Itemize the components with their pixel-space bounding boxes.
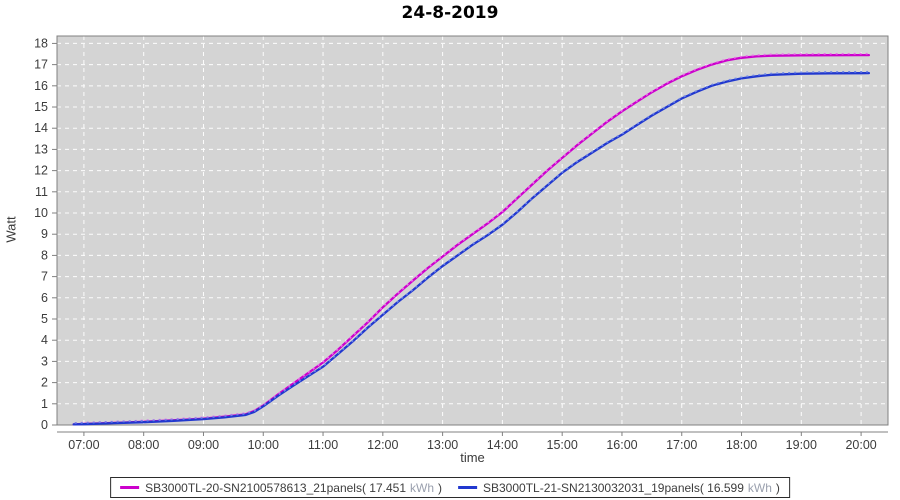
x-tick-label: 08:00 [128,438,159,452]
y-tick-label: 9 [41,227,48,241]
y-tick-label: 3 [41,354,48,368]
x-tick-label: 11:00 [308,438,338,452]
x-tick-label: 18:00 [726,438,757,452]
x-tick-label: 12:00 [367,438,398,452]
y-tick-label: 6 [41,291,48,305]
x-tick-label: 14:00 [487,438,518,452]
x-tick-label: 15:00 [547,438,578,452]
plot-background [57,36,888,425]
y-tick-label: 13 [34,142,48,156]
y-tick-label: 10 [34,206,48,220]
y-tick-label: 5 [41,312,48,326]
y-tick-label: 17 [34,58,48,72]
y-tick-label: 14 [34,121,48,135]
y-tick-label: 16 [34,79,48,93]
plot-border [56,35,889,426]
chart-title: 24-8-2019 [401,3,499,23]
legend-label: SB3000TL-20-SN2100578613_21panels( 17.45… [145,480,442,495]
x-axis-title: time [460,450,485,465]
y-tick-label: 1 [41,397,48,411]
x-tick-label: 20:00 [845,438,876,452]
y-tick-label: 18 [34,36,48,50]
x-tick-label: 10:00 [248,438,279,452]
x-tick-label: 09:00 [188,438,219,452]
x-tick-label: 17:00 [666,438,697,452]
x-tick-label: 07:00 [68,438,99,452]
x-tick-label: 16:00 [606,438,637,452]
legend-item-inverter-21: SB3000TL-21-SN2130032031_19panels( 16.59… [458,481,780,495]
y-tick-label: 15 [34,100,48,114]
y-tick-label: 12 [34,164,48,178]
y-tick-label: 8 [41,248,48,262]
y-tick-label: 11 [35,185,48,199]
legend-item-inverter-20: SB3000TL-20-SN2100578613_21panels( 17.45… [120,481,442,495]
y-tick-label: 2 [41,376,48,390]
y-tick-label: 0 [41,418,48,432]
legend-label: SB3000TL-21-SN2130032031_19panels( 16.59… [483,480,780,495]
y-tick-label: 4 [41,333,48,347]
x-tick-label: 19:00 [786,438,817,452]
y-tick-label: 7 [41,270,48,284]
legend: SB3000TL-20-SN2100578613_21panels( 17.45… [110,477,790,498]
y-axis-title: Watt [3,216,19,243]
legend-line-marker-blue [458,486,477,489]
legend-line-marker-magenta [120,486,140,489]
x-tick-label: 13:00 [427,438,458,452]
